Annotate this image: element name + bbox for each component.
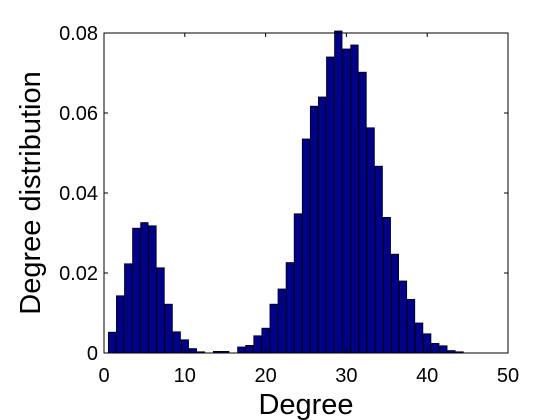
- bar-degree-21: [269, 303, 278, 354]
- bar-degree-11: [188, 348, 197, 354]
- bar-degree-2: [116, 295, 125, 354]
- bar-degree-37: [398, 280, 408, 354]
- bar-degree-19: [253, 335, 262, 354]
- bar-degree-6: [148, 225, 157, 354]
- bar-degree-38: [406, 298, 416, 354]
- bar-degree-1: [107, 331, 117, 354]
- x-tick-label-20: 20: [254, 365, 276, 387]
- bar-degree-9: [172, 331, 181, 354]
- bar-degree-32: [358, 71, 367, 354]
- x-tick-label-0: 0: [98, 365, 109, 387]
- bar-degree-34: [374, 165, 383, 354]
- bar-degree-31: [350, 44, 359, 354]
- bar-degree-24: [293, 213, 303, 354]
- bar-degree-29: [334, 30, 343, 354]
- bar-degree-5: [140, 222, 149, 354]
- y-axis: 0 0.02 0.04 0.06 0.08: [59, 23, 508, 365]
- bar-degree-25: [301, 138, 311, 354]
- bar-degree-18: [245, 344, 254, 354]
- bar-degree-4: [132, 227, 141, 354]
- x-axis: 0 10 20 30 40 50: [98, 33, 519, 387]
- bar-degree-26: [309, 105, 319, 354]
- x-tick-label-40: 40: [416, 365, 438, 387]
- y-tick-label-0.02: 0.02: [59, 263, 98, 285]
- bar-degree-22: [277, 288, 286, 354]
- bar-degree-17: [237, 346, 246, 354]
- bar-series: [107, 30, 464, 354]
- bar-degree-3: [124, 263, 133, 354]
- x-tick-label-30: 30: [335, 365, 357, 387]
- y-tick-label-0: 0: [87, 343, 98, 365]
- bar-degree-8: [164, 303, 173, 354]
- bar-degree-30: [342, 48, 351, 354]
- bar-degree-35: [382, 216, 391, 354]
- bar-degree-39: [414, 322, 424, 354]
- bar-degree-28: [326, 56, 335, 354]
- bar-degree-33: [366, 127, 375, 354]
- bar-degree-36: [390, 253, 399, 354]
- y-tick-label-0.04: 0.04: [59, 183, 98, 205]
- x-tick-label-50: 50: [497, 365, 519, 387]
- y-axis-title: Degree distribution: [15, 71, 47, 314]
- bar-degree-7: [156, 267, 165, 354]
- x-tick-label-10: 10: [174, 365, 196, 387]
- y-tick-label-0.06: 0.06: [59, 103, 98, 125]
- bar-degree-23: [285, 262, 294, 354]
- y-tick-label-0.08: 0.08: [59, 23, 98, 45]
- bar-degree-27: [318, 96, 327, 354]
- bar-degree-42: [439, 345, 448, 354]
- x-axis-title: Degree: [258, 389, 353, 420]
- bar-degree-41: [431, 342, 440, 354]
